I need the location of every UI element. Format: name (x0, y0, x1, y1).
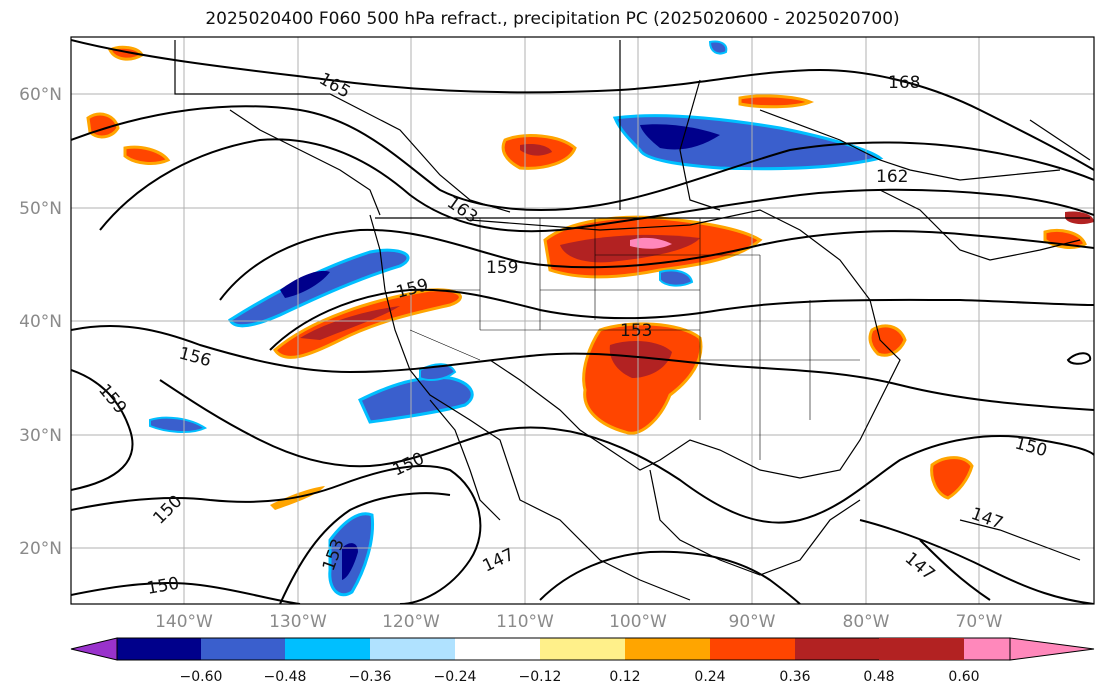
contour-label: 168 (888, 73, 920, 93)
lon-label-110w: 110°W (496, 612, 554, 632)
colorbar-extend-high-tip (1009, 637, 1095, 661)
colorbar-tick: −0.48 (264, 669, 307, 685)
precipitation-shading (86, 40, 1094, 597)
colorbar-tick: −0.36 (349, 669, 392, 685)
colorbar-tick: 0.48 (863, 669, 894, 685)
contour-label: 153 (620, 321, 652, 341)
lat-label-30n: 30°N (19, 426, 62, 446)
map-title: 2025020400 F060 500 hPa refract., precip… (205, 9, 900, 29)
lat-label-20n: 20°N (19, 539, 62, 559)
colorbar-segment (285, 638, 370, 660)
colorbar-extra-segment (879, 638, 964, 660)
lon-label-90w: 90°W (729, 612, 776, 632)
graticule (71, 37, 1094, 604)
contour-label: 162 (876, 167, 908, 187)
height-contours (71, 39, 1094, 604)
colorbar-tick: 0.24 (694, 669, 725, 685)
lon-label-100w: 100°W (609, 612, 667, 632)
lon-label-70w: 70°W (956, 612, 1003, 632)
lon-label-120w: 120°W (382, 612, 440, 632)
colorbar-extend-low (70, 637, 118, 661)
colorbar-segment (201, 638, 285, 660)
lon-label-140w: 140°W (155, 612, 213, 632)
colorbar-segment (625, 638, 710, 660)
colorbar-segment (710, 638, 795, 660)
colorbar-segment (455, 638, 540, 660)
colorbar-tick: −0.24 (434, 669, 477, 685)
map-frame (70, 36, 1095, 605)
colorbar-segment (795, 638, 879, 660)
colorbar-outline (116, 637, 1011, 661)
lat-label-40n: 40°N (19, 312, 62, 332)
colorbar-segment (370, 638, 455, 660)
colorbar-tick: 0.36 (779, 669, 810, 685)
lat-label-60n: 60°N (19, 85, 62, 105)
colorbar-segment (117, 638, 201, 660)
lat-label-50n: 50°N (19, 199, 62, 219)
colorbar-tick: 0.12 (609, 669, 640, 685)
coastlines (174, 40, 1091, 601)
colorbar-ticks: −0.60 −0.48 −0.36 −0.24 −0.12 0.12 0.24 … (180, 669, 980, 685)
latitude-labels: 60°N 50°N 40°N 30°N 20°N (19, 85, 62, 559)
colorbar (70, 637, 1095, 661)
colorbar-tick: −0.60 (180, 669, 223, 685)
colorbar-extend-high (964, 638, 1010, 660)
colorbar-tick: −0.12 (519, 669, 562, 685)
lon-label-80w: 80°W (843, 612, 890, 632)
lon-label-130w: 130°W (269, 612, 327, 632)
colorbar-tick: 0.60 (948, 669, 979, 685)
longitude-labels: 140°W 130°W 120°W 110°W 100°W 90°W 80°W … (155, 612, 1003, 632)
colorbar-segment (540, 638, 625, 660)
contour-label: 159 (486, 258, 518, 278)
